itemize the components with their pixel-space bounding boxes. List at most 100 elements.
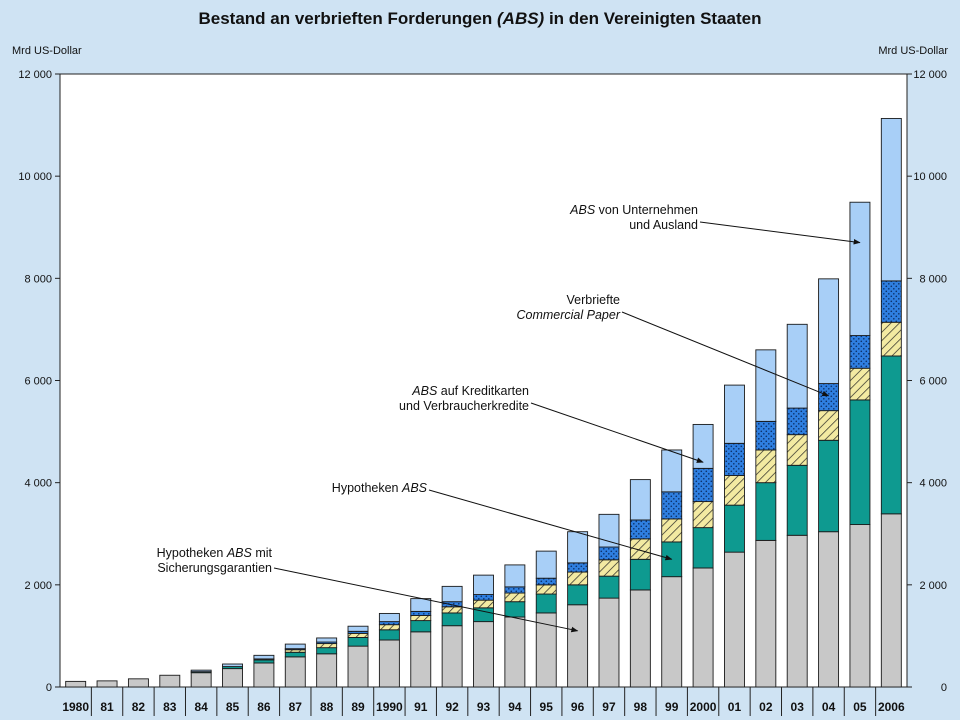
bar-segment-credit-cards [818, 410, 840, 441]
y-tick-label-right: 6 000 [919, 376, 947, 388]
y-tick-label-right: 0 [941, 682, 947, 694]
y-axis-unit-right: Mrd US-Dollar [878, 45, 948, 57]
x-tick-label: 89 [351, 700, 365, 714]
annotation-label-commercial-paper: Verbriefte [566, 293, 620, 307]
x-tick-label: 99 [665, 700, 679, 714]
bar-segment-mortgage-guaranteed [755, 539, 777, 688]
bar-segment-credit-cards [692, 501, 714, 529]
bar-segment-mortgage-guaranteed [253, 662, 275, 688]
bar-segment-mortgage-guaranteed [598, 597, 620, 688]
x-tick-label: 81 [100, 700, 114, 714]
bar-segment-mortgage-guaranteed [222, 668, 243, 688]
x-tick-label: 05 [853, 700, 867, 714]
bar-segment-mortgage-guaranteed [127, 678, 149, 688]
x-tick-label: 02 [759, 700, 773, 714]
x-tick-label: 85 [226, 700, 240, 714]
y-tick-label-right: 10 000 [913, 171, 947, 183]
bar-segment-mortgage [598, 575, 620, 599]
x-tick-label: 1990 [376, 700, 403, 714]
bar-segment-commercial-paper [567, 562, 589, 573]
bar-segment-corporate-foreign [410, 598, 432, 612]
bar-segment-corporate-foreign [347, 625, 369, 632]
annotation-label-mortgage: Hypotheken ABS [332, 481, 428, 495]
bar-segment-commercial-paper [724, 442, 745, 476]
bar-segment-credit-cards [598, 559, 620, 577]
bar-segment-credit-cards [755, 449, 777, 484]
x-tick-label: 04 [822, 700, 836, 714]
bar-segment-credit-cards [410, 615, 432, 622]
bar-segment-corporate-foreign [849, 201, 871, 336]
bar-segment-mortgage-guaranteed [65, 680, 87, 688]
bar-segment-corporate-foreign [253, 654, 275, 660]
bar-segment-mortgage [755, 482, 777, 541]
bar-segment-mortgage [567, 584, 589, 606]
bar-segment-mortgage-guaranteed [441, 625, 463, 688]
x-tick-label: 83 [163, 700, 177, 714]
bar-segment-mortgage-guaranteed [818, 531, 840, 688]
bar-segment-credit-cards [849, 367, 871, 401]
bar-segment-mortgage-guaranteed [473, 621, 494, 688]
bar-segment-mortgage [504, 601, 526, 618]
bar-segment-commercial-paper [410, 610, 432, 616]
bar-segment-corporate-foreign [504, 564, 526, 588]
annotation-label-credit-cards: ABS auf Kreditkarten [411, 384, 529, 398]
x-tick-label: 2000 [690, 700, 717, 714]
bar-segment-credit-cards [629, 538, 651, 560]
bar-segment-commercial-paper [504, 586, 526, 594]
bar-segment-mortgage [410, 620, 432, 633]
bar-segment-corporate-foreign [316, 637, 338, 643]
bar-segment-mortgage [880, 355, 902, 515]
bar-segment-mortgage-guaranteed [661, 576, 683, 688]
bar-segment-corporate-foreign [661, 449, 683, 493]
y-tick-label-right: 2 000 [919, 580, 947, 592]
annotation-arrow-mortgage [428, 489, 673, 561]
bar-segment-mortgage-guaranteed [378, 639, 400, 688]
bar-segment-mortgage [629, 558, 651, 591]
bar-segment-mortgage [724, 504, 745, 553]
bar-segment-credit-cards [724, 475, 745, 506]
x-tick-label: 87 [289, 700, 303, 714]
bar-segment-corporate-foreign [786, 323, 808, 409]
x-tick-label: 92 [445, 700, 459, 714]
bar-segment-credit-cards [535, 584, 557, 595]
bar-segment-mortgage-guaranteed [159, 674, 181, 688]
bar-segment-mortgage-guaranteed [724, 551, 745, 688]
bar-segment-mortgage [316, 647, 338, 655]
bar-segment-commercial-paper [629, 519, 651, 540]
annotation-arrow-corporate-foreign [699, 221, 861, 245]
bar-segment-mortgage [692, 527, 714, 569]
bar-segment-commercial-paper [661, 491, 683, 520]
bar-segment-mortgage [849, 399, 871, 526]
x-tick-label: 01 [728, 700, 742, 714]
x-tick-label: 2006 [878, 700, 905, 714]
bar-segment-credit-cards [441, 606, 463, 614]
bar-segment-mortgage-guaranteed [880, 513, 902, 688]
bars-group [65, 117, 902, 688]
annotation-label-mortgage-guaranteed: Hypotheken ABS mit [157, 546, 273, 560]
bar-segment-credit-cards [567, 571, 589, 586]
x-tick-label: 03 [791, 700, 805, 714]
x-axis-category-labels: 1980 81 82 83 84 85 86 87 88 89 1990 91 92 93 94 95 96 97… [62, 687, 905, 716]
bar-segment-mortgage-guaranteed [692, 567, 714, 688]
bar-segment-mortgage-guaranteed [190, 672, 212, 688]
bar-segment-mortgage-guaranteed [567, 604, 589, 688]
y-tick-label-left: 0 [46, 682, 52, 694]
bar-segment-corporate-foreign [755, 349, 777, 422]
bar-segment-mortgage-guaranteed [849, 524, 871, 688]
bar-segment-corporate-foreign [441, 585, 463, 603]
bar-segment-mortgage-guaranteed [629, 589, 651, 688]
bar-segment-mortgage-guaranteed [316, 653, 338, 688]
y-tick-label-left: 4 000 [24, 478, 52, 490]
bar-segment-commercial-paper [818, 383, 840, 412]
bar-segment-commercial-paper [786, 407, 808, 436]
bar-segment-mortgage [535, 593, 557, 614]
bar-segment-corporate-foreign [473, 574, 494, 595]
bar-segment-credit-cards [473, 599, 494, 609]
bar-segment-credit-cards [661, 518, 683, 543]
x-tick-label: 1980 [62, 700, 89, 714]
bar-segment-credit-cards [786, 434, 808, 466]
bar-segment-credit-cards [316, 643, 338, 649]
x-tick-label: 88 [320, 700, 334, 714]
y-tick-label-left: 2 000 [24, 580, 52, 592]
